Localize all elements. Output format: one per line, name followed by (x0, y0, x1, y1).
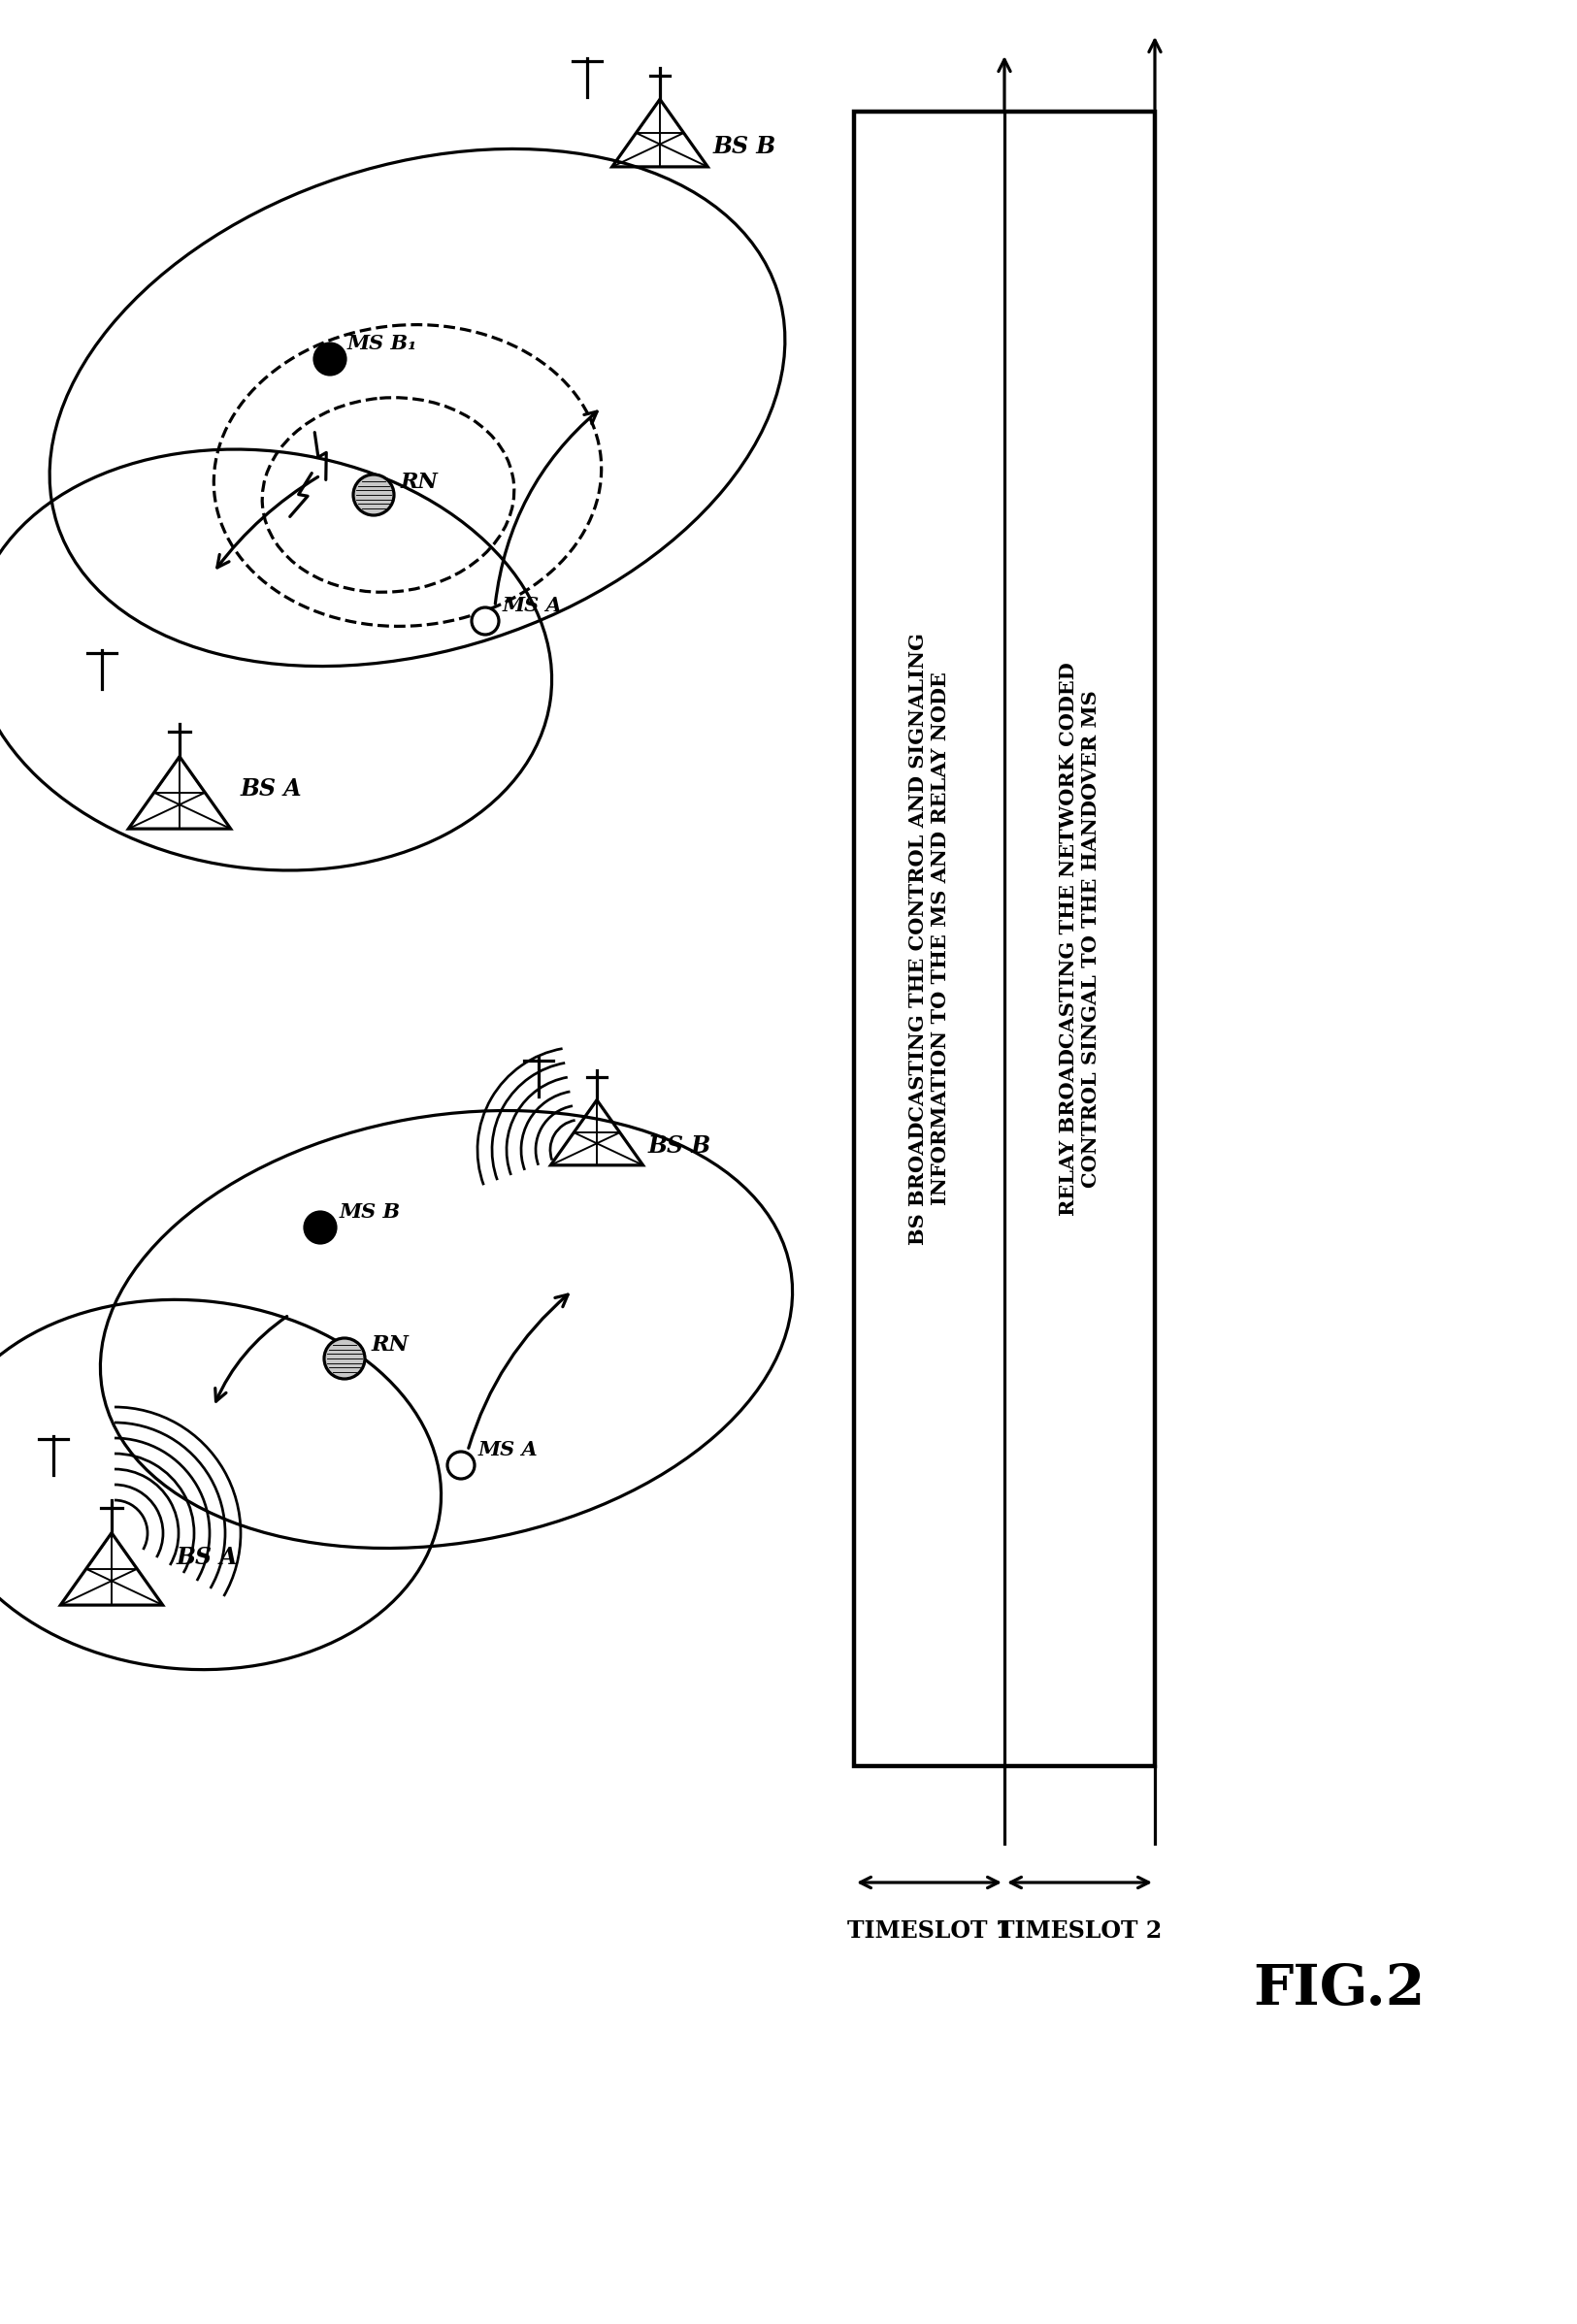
Circle shape (314, 344, 345, 374)
Text: MS A: MS A (503, 595, 563, 616)
Circle shape (304, 1213, 336, 1243)
Circle shape (353, 474, 394, 516)
Text: FIG.2: FIG.2 (1254, 1961, 1426, 2017)
Circle shape (325, 1339, 364, 1378)
Text: BS A: BS A (177, 1545, 238, 1569)
Text: TIMESLOT 2: TIMESLOT 2 (998, 1920, 1162, 1943)
Bar (855, 112, 1154, 1766)
Text: BS B: BS B (648, 1134, 711, 1157)
Text: RN: RN (372, 1334, 410, 1355)
Text: TIMESLOT 1: TIMESLOT 1 (847, 1920, 1011, 1943)
Text: MS A: MS A (478, 1441, 538, 1459)
Circle shape (448, 1452, 475, 1478)
Text: RELAY BROADCASTING THE NETWORK CODED
CONTROL SINGAL TO THE HANDOVER MS: RELAY BROADCASTING THE NETWORK CODED CON… (1058, 662, 1101, 1215)
Text: RN: RN (401, 472, 438, 493)
Text: BS BROADCASTING THE CONTROL AND SIGNALING
INFORMATION TO THE MS AND RELAY NODE: BS BROADCASTING THE CONTROL AND SIGNALIN… (908, 632, 951, 1246)
Text: MS B: MS B (339, 1202, 401, 1222)
Text: BS B: BS B (713, 135, 776, 158)
Text: MS B₁: MS B₁ (347, 335, 418, 353)
Text: BS A: BS A (241, 776, 303, 799)
Circle shape (472, 607, 498, 634)
